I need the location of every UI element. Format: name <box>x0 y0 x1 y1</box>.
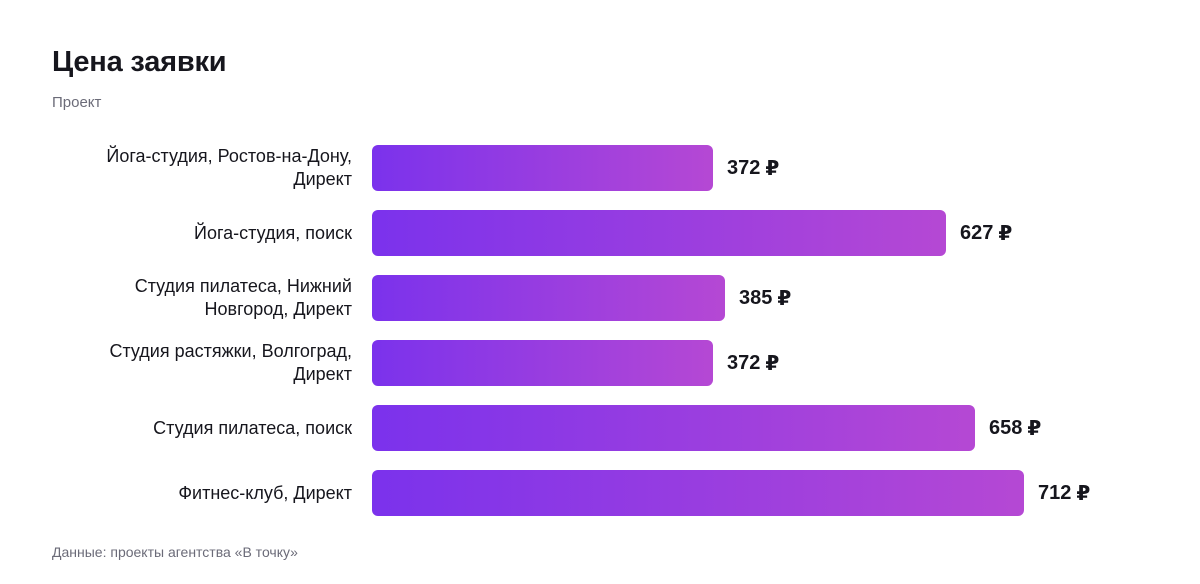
currency-symbol: ₽ <box>998 222 1013 245</box>
page-title: Цена заявки <box>52 46 227 78</box>
category-label: Студия растяжки, Волгоград, Директ <box>109 341 352 384</box>
category-label: Фитнес-клуб, Директ <box>178 482 352 503</box>
bar <box>372 405 975 451</box>
currency-symbol: ₽ <box>765 352 780 375</box>
value-label: 372 ₽ <box>727 340 779 386</box>
value-label: 658 ₽ <box>989 405 1041 451</box>
currency-symbol: ₽ <box>765 157 780 180</box>
value-label: 372 ₽ <box>727 145 779 191</box>
currency-symbol: ₽ <box>777 287 792 310</box>
bar <box>372 275 725 321</box>
category-label: Студия пилатеса, поиск <box>153 417 352 438</box>
bar <box>372 145 713 191</box>
value-label: 712 ₽ <box>1038 470 1090 516</box>
value-number: 372 <box>727 351 761 374</box>
category-label: Студия пилатеса, Нижний Новгород, Директ <box>134 276 352 319</box>
bar <box>372 470 1024 516</box>
value-number: 372 <box>727 156 761 179</box>
currency-symbol: ₽ <box>1076 482 1091 505</box>
bar <box>372 340 713 386</box>
value-number: 627 <box>960 221 994 244</box>
bar <box>372 210 946 256</box>
value-number: 658 <box>989 416 1023 439</box>
page-subtitle: Проект <box>52 94 102 111</box>
value-number: 385 <box>739 286 773 309</box>
value-number: 712 <box>1038 481 1072 504</box>
value-label: 627 ₽ <box>960 210 1012 256</box>
value-label: 385 ₽ <box>739 275 791 321</box>
category-label: Йога-студия, Ростов-на-Дону, Директ <box>106 146 352 189</box>
category-label: Йога-студия, поиск <box>194 222 352 243</box>
data-source-note: Данные: проекты агентства «В точку» <box>52 544 298 560</box>
currency-symbol: ₽ <box>1027 417 1042 440</box>
